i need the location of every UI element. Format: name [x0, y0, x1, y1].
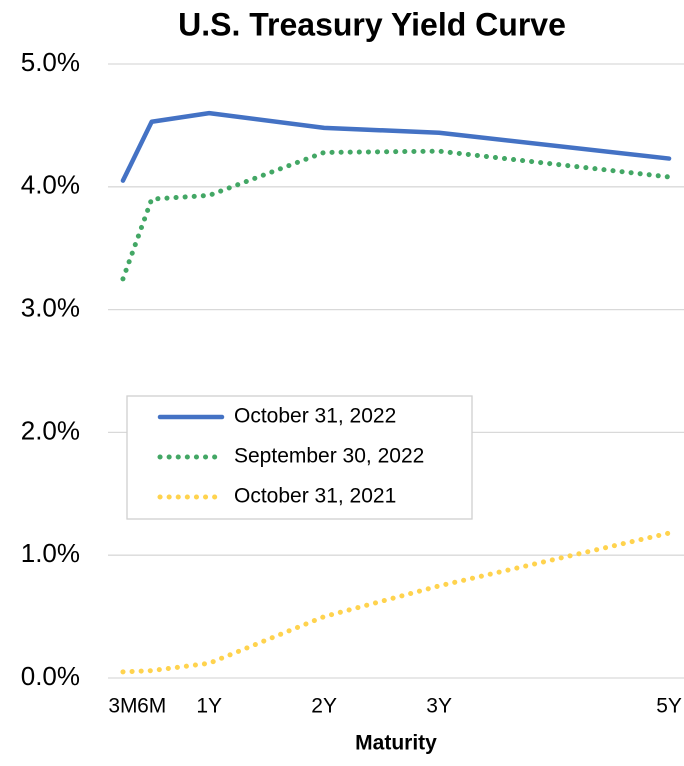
x-tick-label: 3M	[108, 695, 137, 718]
x-tick-label: 1Y	[196, 695, 222, 718]
x-tick-label: 5Y	[656, 695, 682, 718]
y-tick-label: 1.0%	[21, 538, 80, 568]
y-tick-label: 5.0%	[21, 47, 80, 77]
y-tick-label: 0.0%	[21, 661, 80, 691]
y-tick-label: 3.0%	[21, 292, 80, 322]
series-line	[120, 110, 672, 183]
legend-label: October 31, 2022	[234, 405, 396, 428]
x-tick-label: 2Y	[311, 695, 337, 718]
legend-label: October 31, 2021	[234, 485, 396, 508]
x-axis-label: Maturity	[355, 732, 437, 755]
x-tick-label: 6M	[137, 695, 166, 718]
y-tick-label: 4.0%	[21, 170, 80, 200]
series-line	[120, 530, 672, 675]
legend-label: September 30, 2022	[234, 445, 424, 468]
series-line	[120, 148, 672, 282]
chart-title: U.S. Treasury Yield Curve	[178, 6, 566, 42]
x-tick-label: 3Y	[426, 695, 452, 718]
y-tick-label: 2.0%	[21, 415, 80, 445]
